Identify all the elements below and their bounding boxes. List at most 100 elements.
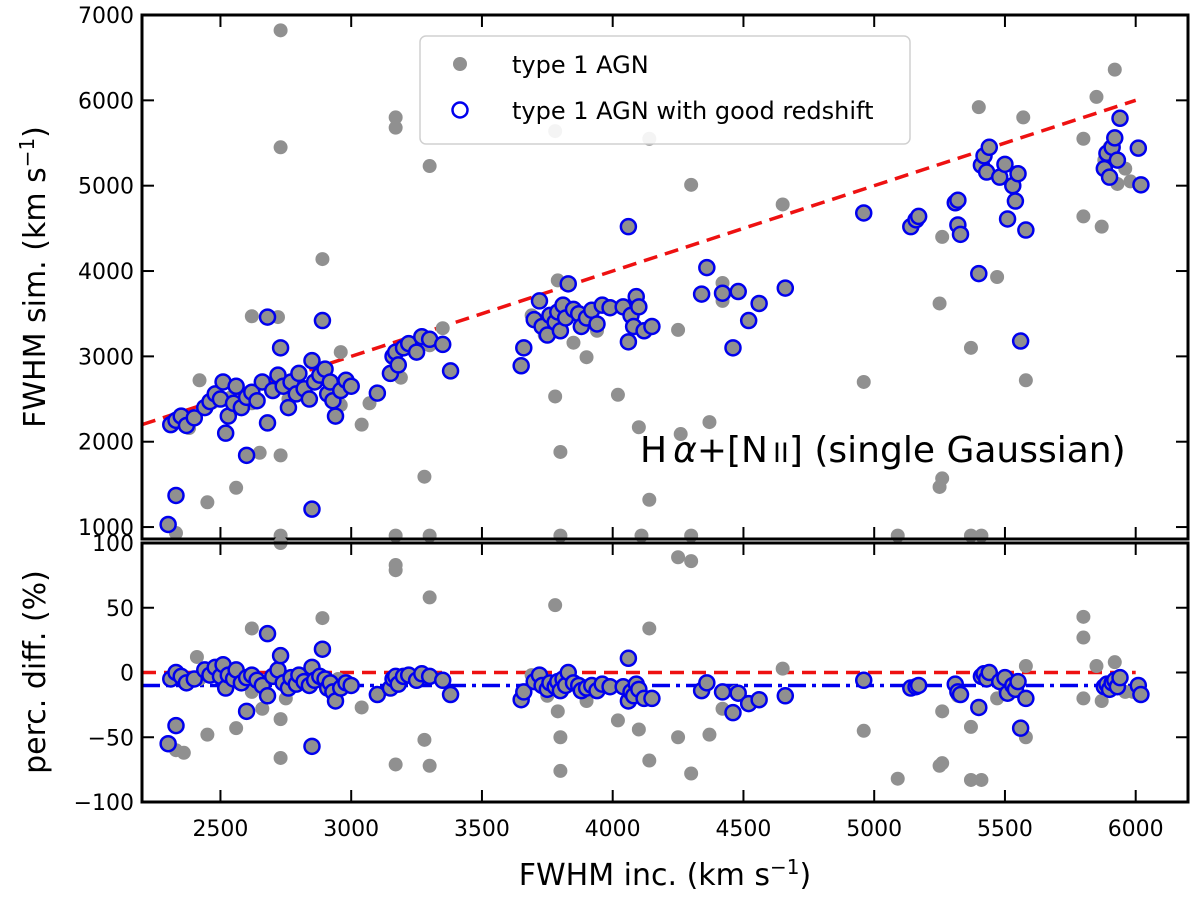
point-good bbox=[237, 446, 256, 465]
point-good bbox=[159, 734, 177, 753]
top-y-tick-label: 7000 bbox=[78, 4, 134, 29]
point-all bbox=[200, 495, 215, 510]
point-all bbox=[1089, 89, 1104, 104]
point-good bbox=[1111, 668, 1129, 687]
point-all bbox=[229, 480, 244, 495]
point-all bbox=[1089, 659, 1104, 674]
point-good bbox=[643, 317, 661, 336]
point-good bbox=[167, 716, 185, 735]
point-good bbox=[326, 407, 345, 425]
point-all bbox=[422, 758, 437, 773]
point-good bbox=[588, 315, 606, 333]
point-all bbox=[610, 387, 625, 402]
point-good bbox=[185, 409, 204, 427]
point-all bbox=[963, 772, 978, 787]
point-good bbox=[1017, 689, 1035, 708]
point-good bbox=[951, 685, 970, 704]
bottom-y-tick-label: −100 bbox=[74, 791, 134, 816]
bottom-panel: −100 −50 0 50 100 2500 3000 3500 4000 4500 5000 550… bbox=[18, 532, 1190, 893]
top-scatter-points bbox=[159, 23, 1150, 543]
point-all bbox=[856, 374, 871, 389]
point-all bbox=[435, 321, 450, 336]
point-all bbox=[971, 100, 986, 115]
point-good bbox=[530, 292, 549, 310]
bottom-y-tick-label: 0 bbox=[120, 662, 134, 687]
point-all bbox=[1076, 609, 1091, 624]
point-all bbox=[192, 373, 207, 388]
point-good bbox=[713, 284, 732, 302]
point-good bbox=[258, 624, 277, 643]
point-good bbox=[271, 646, 290, 665]
point-all bbox=[548, 598, 563, 613]
point-good bbox=[441, 685, 460, 704]
top-y-tick-label: 2000 bbox=[78, 431, 134, 456]
point-good bbox=[998, 210, 1017, 228]
point-good bbox=[216, 424, 235, 442]
one-to-one-line bbox=[141, 98, 1137, 427]
legend: type 1 AGN type 1 AGN with good redshift bbox=[419, 35, 911, 145]
point-good bbox=[303, 351, 321, 370]
point-all bbox=[631, 722, 646, 737]
point-good bbox=[1111, 109, 1129, 128]
point-all bbox=[417, 469, 432, 484]
point-good bbox=[951, 225, 970, 244]
point-good bbox=[980, 138, 999, 157]
point-good bbox=[248, 391, 266, 410]
point-good bbox=[619, 217, 638, 236]
point-good bbox=[1011, 332, 1030, 350]
point-good bbox=[724, 703, 742, 722]
point-good bbox=[342, 676, 360, 695]
point-all bbox=[974, 772, 989, 787]
point-all bbox=[422, 590, 437, 605]
x-tick-label: 5000 bbox=[846, 817, 902, 842]
x-tick-label: 3500 bbox=[454, 817, 510, 842]
point-all bbox=[642, 753, 657, 768]
point-good bbox=[619, 333, 638, 351]
point-all bbox=[354, 700, 369, 715]
point-all bbox=[1076, 691, 1091, 706]
top-reference-line bbox=[141, 98, 1137, 427]
point-good bbox=[290, 364, 308, 383]
point-good bbox=[1106, 129, 1124, 147]
point-all bbox=[935, 704, 950, 719]
point-good bbox=[776, 687, 795, 705]
point-all bbox=[548, 389, 563, 404]
point-good bbox=[729, 282, 747, 301]
point-all bbox=[315, 611, 330, 626]
point-all bbox=[255, 701, 270, 716]
point-all bbox=[189, 649, 204, 664]
point-good bbox=[1009, 164, 1027, 183]
point-good bbox=[698, 258, 716, 277]
point-all bbox=[1107, 655, 1122, 670]
point-good bbox=[1017, 221, 1035, 239]
point-all bbox=[244, 621, 259, 636]
bottom-panel-frame bbox=[140, 541, 1190, 804]
point-all bbox=[553, 763, 568, 778]
point-all bbox=[1076, 131, 1091, 146]
top-y-tick-label: 1000 bbox=[78, 516, 134, 541]
x-tick-label: 5500 bbox=[977, 817, 1033, 842]
point-all bbox=[354, 417, 369, 432]
point-all bbox=[200, 727, 215, 742]
point-all bbox=[388, 110, 403, 125]
point-good bbox=[515, 339, 533, 357]
point-all bbox=[273, 750, 288, 765]
point-all bbox=[856, 723, 871, 738]
point-good bbox=[970, 698, 988, 717]
point-good bbox=[724, 339, 742, 357]
point-good bbox=[279, 398, 298, 417]
point-all bbox=[273, 140, 288, 155]
point-good bbox=[1132, 176, 1150, 194]
point-good bbox=[313, 311, 332, 330]
point-all bbox=[273, 448, 288, 463]
point-all bbox=[244, 309, 259, 324]
point-good bbox=[237, 702, 256, 721]
point-good bbox=[854, 671, 873, 690]
point-good bbox=[515, 683, 533, 701]
point-all bbox=[671, 322, 686, 337]
point-all bbox=[417, 732, 432, 747]
legend-marker-good bbox=[451, 101, 469, 119]
point-good bbox=[300, 390, 319, 408]
point-all bbox=[990, 270, 1005, 284]
